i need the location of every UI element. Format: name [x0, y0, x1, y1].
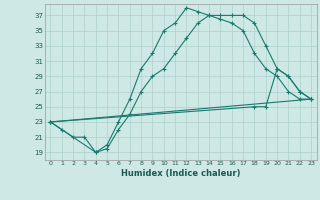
X-axis label: Humidex (Indice chaleur): Humidex (Indice chaleur): [121, 169, 241, 178]
